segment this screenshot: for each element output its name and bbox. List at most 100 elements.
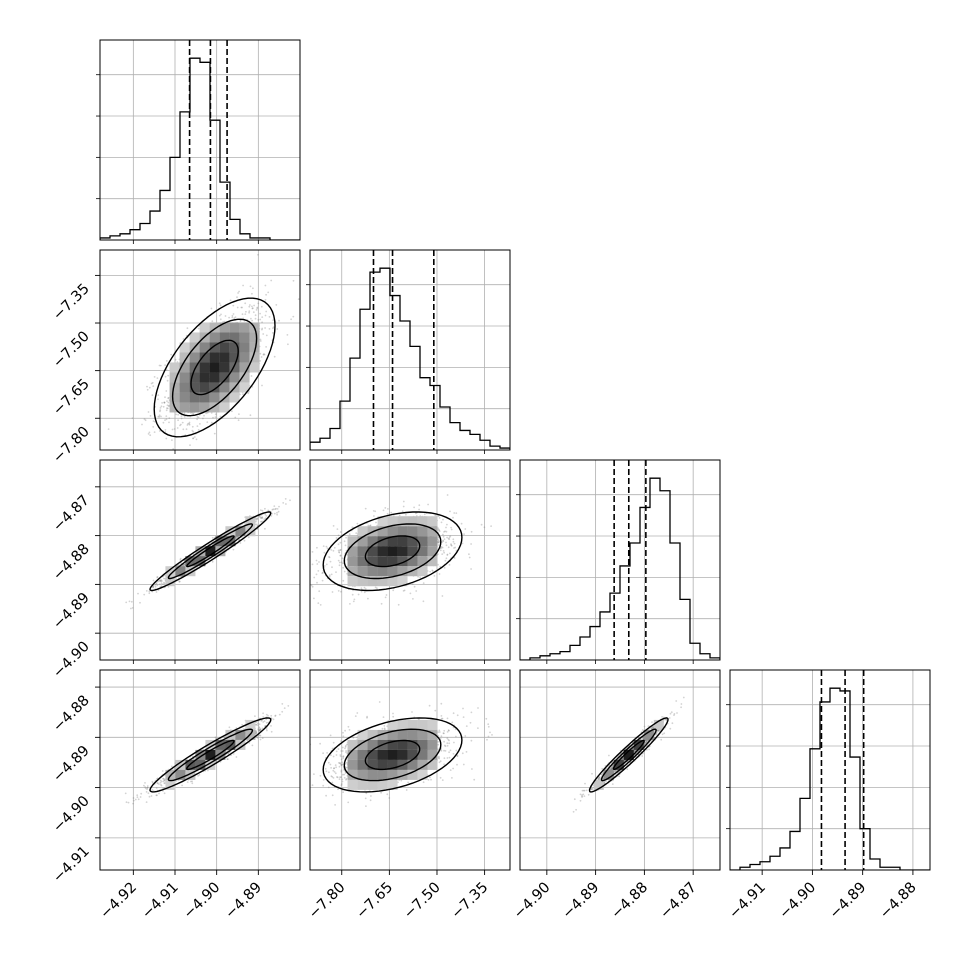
sample-point xyxy=(259,734,262,737)
histogram-step-line xyxy=(730,687,930,870)
density-cell xyxy=(229,322,240,333)
sample-point xyxy=(363,591,366,594)
sample-point xyxy=(367,524,370,527)
sample-point xyxy=(375,521,377,524)
sample-point xyxy=(234,316,237,318)
sample-point xyxy=(153,376,156,378)
sample-point xyxy=(313,597,315,600)
sample-point xyxy=(397,603,400,606)
hist-panel-3 xyxy=(726,669,931,871)
sample-point xyxy=(214,416,217,419)
sample-point xyxy=(144,419,147,422)
density-cell xyxy=(249,342,260,353)
sample-point xyxy=(273,355,276,358)
sample-point xyxy=(213,432,216,435)
sample-point xyxy=(427,503,429,506)
sample-point xyxy=(447,546,450,549)
sample-point xyxy=(490,525,492,527)
sample-point xyxy=(322,571,324,574)
density-cell xyxy=(387,576,398,587)
sample-point xyxy=(339,549,342,551)
sample-point xyxy=(409,592,412,595)
sample-point xyxy=(160,579,163,582)
density-cell xyxy=(407,516,418,527)
sample-point xyxy=(210,307,213,310)
sample-point xyxy=(155,583,158,585)
sample-point xyxy=(259,360,262,362)
sample-point xyxy=(260,517,262,520)
sample-point xyxy=(235,536,238,538)
sample-point xyxy=(374,586,377,589)
sample-point xyxy=(258,730,261,732)
sample-point xyxy=(448,564,451,566)
sample-point xyxy=(261,316,264,318)
density-cell xyxy=(239,332,250,343)
density-cell xyxy=(427,546,438,557)
sample-point xyxy=(160,582,163,585)
sample-point xyxy=(438,528,440,531)
density-cell xyxy=(367,556,378,567)
sample-point xyxy=(127,801,130,804)
sample-point xyxy=(310,584,313,587)
sample-point xyxy=(163,401,166,404)
density-cell xyxy=(397,546,408,557)
sample-point xyxy=(166,407,168,410)
sample-point xyxy=(248,305,251,308)
sample-point xyxy=(167,585,170,588)
sample-point xyxy=(256,306,259,309)
sample-point xyxy=(210,421,213,424)
density-cell xyxy=(387,516,398,527)
sample-point xyxy=(372,510,375,512)
sample-point xyxy=(236,306,239,309)
density-cell xyxy=(239,352,250,363)
sample-point xyxy=(316,563,319,565)
sample-point xyxy=(192,437,195,440)
sample-point xyxy=(382,509,385,512)
sample-point xyxy=(450,526,452,529)
sample-point xyxy=(180,417,183,420)
sample-point xyxy=(192,437,194,440)
sample-point xyxy=(330,573,333,576)
density-cell xyxy=(397,536,408,547)
sample-point xyxy=(431,569,434,572)
sample-point xyxy=(263,353,266,356)
sample-point xyxy=(273,512,276,515)
sample-point xyxy=(453,512,456,514)
sample-point xyxy=(445,541,447,544)
sample-point xyxy=(237,535,239,538)
density-cell xyxy=(357,566,368,577)
density-cell xyxy=(427,516,438,527)
density-cell xyxy=(347,576,358,587)
sample-point xyxy=(259,728,262,731)
sample-point xyxy=(338,551,341,554)
sample-point xyxy=(442,535,445,538)
sample-point xyxy=(301,542,303,544)
sample-point xyxy=(231,316,234,319)
sample-point xyxy=(241,313,244,316)
sample-point xyxy=(159,579,162,582)
sample-point xyxy=(401,510,404,513)
sample-point xyxy=(264,507,266,510)
sample-point xyxy=(245,310,247,313)
sample-point xyxy=(274,508,276,511)
sample-point xyxy=(173,451,175,453)
sample-point xyxy=(439,549,442,552)
sample-point xyxy=(188,423,191,426)
sample-point xyxy=(415,590,418,592)
sample-point xyxy=(272,319,274,322)
sample-point xyxy=(418,504,421,507)
sample-point xyxy=(431,570,434,572)
sample-point xyxy=(137,592,139,595)
sample-point xyxy=(442,533,444,536)
sample-point xyxy=(464,528,467,530)
sample-point xyxy=(146,388,149,391)
sample-point xyxy=(256,736,259,739)
sample-point xyxy=(156,794,158,797)
sample-point xyxy=(251,292,253,295)
sample-point xyxy=(267,714,269,717)
density-cell xyxy=(225,526,236,537)
density-cell xyxy=(209,382,220,393)
sample-point xyxy=(168,405,170,407)
sample-point xyxy=(284,498,287,500)
sample-point xyxy=(340,561,343,564)
